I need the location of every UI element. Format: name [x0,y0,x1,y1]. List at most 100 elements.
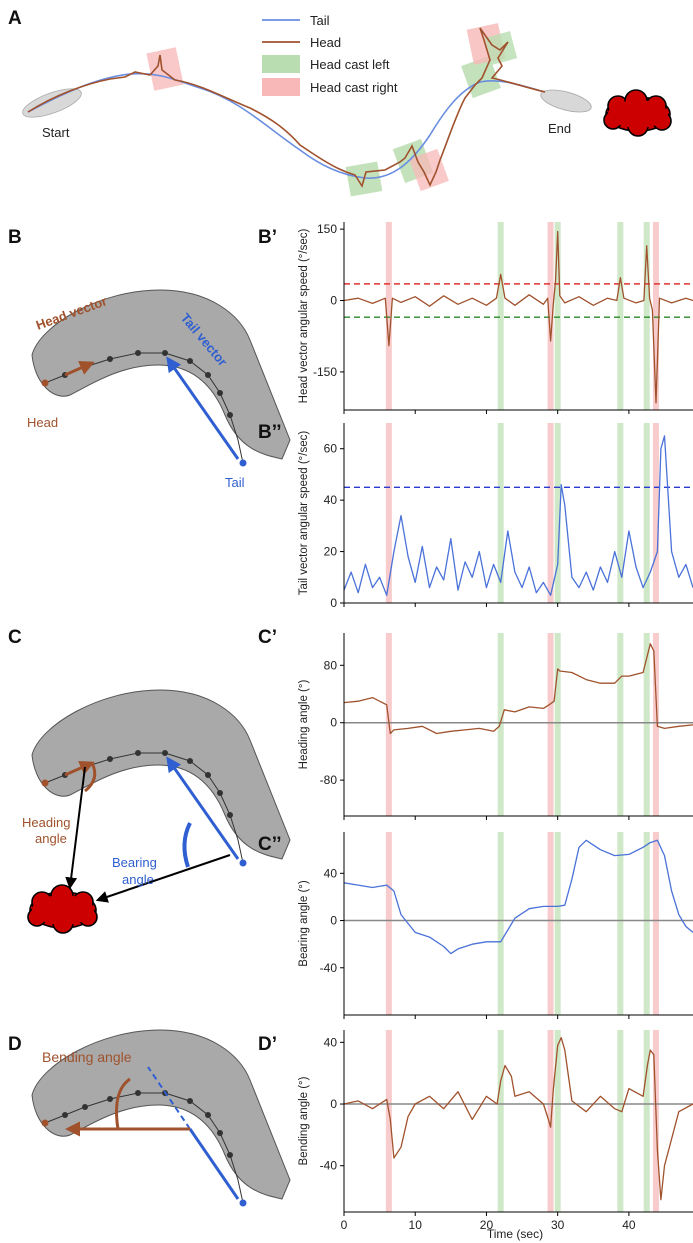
x-axis-label: Time (sec) [487,1227,543,1241]
cast-right-band [652,423,659,603]
larva-midline-D [44,1092,244,1204]
cast-left-band [617,832,624,1015]
head-vector-arrow-C [64,761,95,777]
series-line [343,1037,693,1201]
y-tick-label: -150 [313,365,337,379]
cast-right-band [385,423,392,603]
x-tick-label: 0 [341,1218,348,1232]
y-tick-label: 0 [330,914,337,928]
cast-left-band [497,1030,504,1212]
cast-right-band [652,222,659,410]
y-tick-label: 60 [324,442,338,456]
tail-vector-arrow-C [166,756,240,860]
y-tick-label: 0 [330,596,337,610]
bearing-angle-label-1: Bearing [112,855,157,870]
cast-left-band [643,832,650,1015]
tail-point-D [239,1199,247,1207]
cast-left-band [497,832,504,1015]
head-point-C [41,779,49,787]
y-tick-label: -80 [320,773,338,787]
panel-label-Cp: C’ [258,627,277,648]
cast-right-band [652,832,659,1015]
heading-angle-arc [84,762,97,793]
cast-right-band [547,832,554,1015]
head-label: Head [27,415,58,430]
cast-right-box-1 [146,47,184,91]
y-axis-label: Tail vector angular speed (°/sec) [298,431,310,596]
cast-left-band [497,633,504,816]
cast-left-band [617,633,624,816]
midline-points-D [62,1090,233,1158]
bending-angle-label: Bending angle [42,1049,132,1065]
cast-left-band [554,222,561,410]
y-tick-label: 0 [330,1097,337,1111]
y-tick-label: 0 [330,294,337,308]
bending-angle-arc [115,1077,131,1130]
y-tick-label: 40 [324,1035,338,1049]
heading-angle-label-1: Heading [22,815,70,830]
legend-cast-right-label: Head cast right [310,80,398,95]
heading-angle-label-2: angle [35,831,67,846]
cast-right-band [652,633,659,816]
chart-Cp: -80 0 80 Heading angle (°) [298,633,693,820]
chart-Bp: -150 0 150 Head vector angular speed (°/sec… [298,222,693,414]
cast-left-box-3 [461,55,501,99]
tail-vector-line-D [188,1128,240,1200]
y-tick-label: -40 [320,961,338,975]
head-point-D [41,1119,49,1127]
start-larva-shape [22,88,82,118]
y-tick-label: -40 [320,1159,338,1173]
series-line [343,435,693,596]
cast-left-band [497,222,504,410]
tail-point-B [239,459,247,467]
head-point-B [41,379,49,387]
legend-A: Tail Head Head cast left Head cast right [262,13,398,96]
panel-label-C: C [8,627,22,648]
schematic-C [31,689,291,903]
tail-label: Tail [225,475,245,490]
cast-left-band [643,222,650,410]
cast-left-band [554,832,561,1015]
y-tick-label: 40 [324,493,338,507]
start-label: Start [42,125,70,140]
cast-left-band [643,1030,650,1212]
cast-right-band [385,222,392,410]
legend-head-label: Head [310,35,341,50]
bearing-angle-arc [182,822,192,868]
tail-vector-extension-dashed [147,1066,191,1130]
chart-Cpp: -40 0 40 Bearing angle (°) [298,832,693,1019]
cast-right-band [547,222,554,410]
panel-label-Dp: D’ [258,1034,277,1055]
cast-left-band [643,633,650,816]
end-label: End [548,121,571,136]
cast-left-band [617,423,624,603]
cast-left-band [554,1030,561,1212]
y-tick-label: 40 [324,866,338,880]
y-tick-label: 80 [324,658,338,672]
cast-left-band [617,222,624,410]
chart-Bpp: 0 20 40 60 Tail vector angular speed (°/sec) [298,423,693,610]
y-tick-label: 0 [330,716,337,730]
x-tick-label: 40 [622,1218,636,1232]
legend-tail-label: Tail [310,13,330,28]
cast-left-band [617,1030,624,1212]
odor-source-cloud-C [27,884,98,934]
y-axis-label: Bearing angle (°) [298,880,310,967]
head-to-odor-arrow [65,766,86,890]
cast-right-band [385,832,392,1015]
odor-source-cloud-A [603,89,672,137]
panel-label-Bp: B’ [258,227,277,248]
tail-vector-arrow [166,356,240,460]
y-axis-label: Bending angle (°) [298,1076,310,1165]
x-tick-label: 10 [409,1218,423,1232]
x-tick-label: 30 [551,1218,565,1232]
cast-left-band [554,633,561,816]
y-axis-label: Heading angle (°) [298,680,310,770]
series-line [343,643,693,735]
y-axis-label: Head vector angular speed (°/sec) [298,229,310,404]
panel-label-B: B [8,227,22,248]
y-tick-label: 150 [317,222,337,236]
y-tick-label: 20 [324,545,338,559]
cast-right-band [547,633,554,816]
panel-label-D: D [8,1034,22,1055]
